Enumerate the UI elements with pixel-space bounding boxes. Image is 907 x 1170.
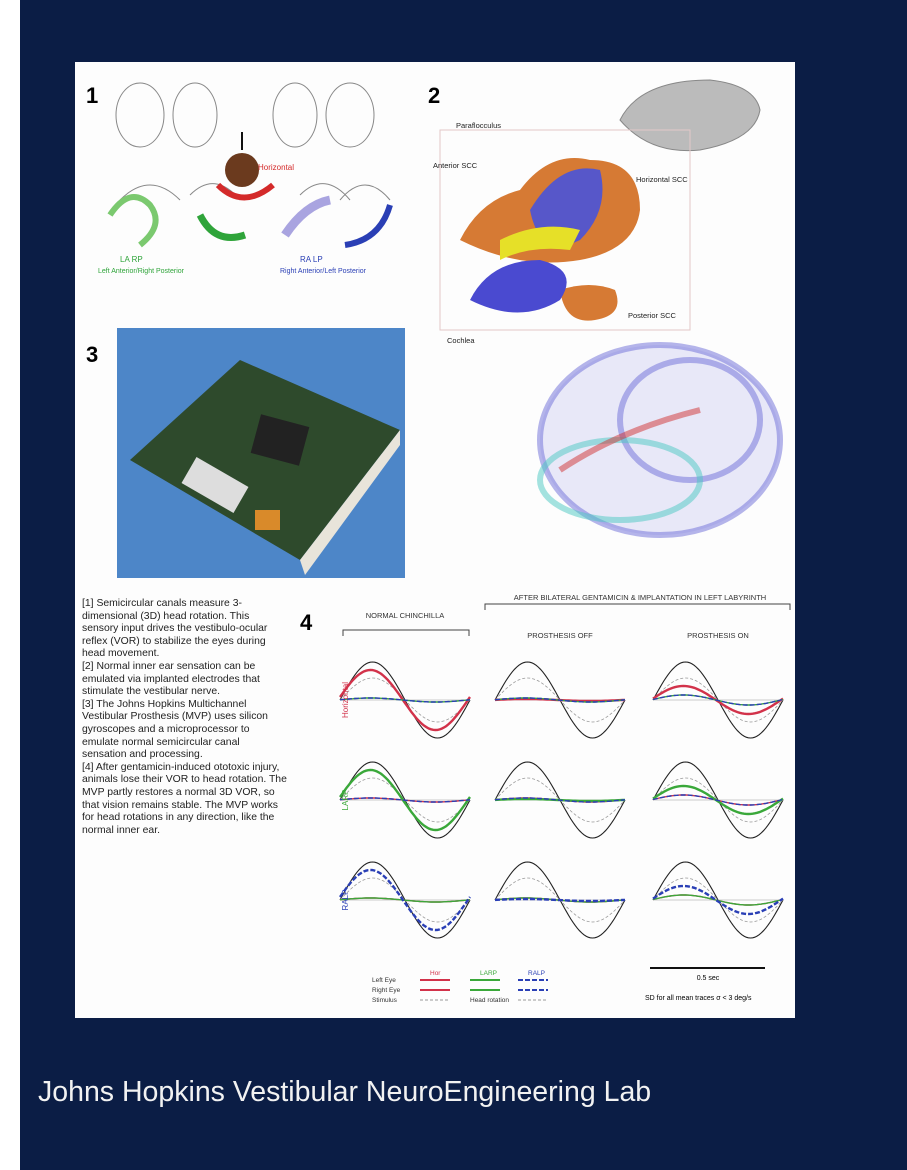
label: Horizontal SCC	[636, 175, 688, 184]
caption-paragraph: [3] The Johns Hopkins Multichannel Vesti…	[82, 699, 287, 762]
legend-label: LARP	[480, 970, 497, 977]
caption-paragraph: [2] Normal inner ear sensation can be em…	[82, 661, 287, 699]
panel-number: 2	[428, 83, 440, 108]
legend-label: Stimulus	[372, 997, 398, 1004]
panel-number: 3	[86, 342, 98, 367]
legend-label: Right Eye	[372, 987, 401, 994]
row-label: RALP	[341, 890, 350, 911]
label: LA RP	[120, 255, 143, 264]
mesh-model	[540, 345, 780, 535]
slide-title: Johns Hopkins Vestibular NeuroEngineerin…	[38, 1076, 651, 1109]
row-label: LARP	[341, 790, 350, 811]
sd-note: SD for all mean traces σ < 3 deg/s	[645, 995, 752, 1002]
legend-label: Hor	[430, 970, 441, 977]
row-label: Horizontal	[341, 682, 350, 718]
label: Horizontal	[258, 163, 294, 172]
label: Cochlea	[447, 336, 475, 345]
label: Left Anterior/Right Posterior	[98, 268, 185, 275]
panel-number: 1	[86, 83, 98, 108]
scale-label: 0.5 sec	[697, 975, 720, 982]
legend-label: RALP	[528, 970, 545, 977]
header: NORMAL CHINCHILLA	[366, 611, 445, 620]
label: Right Anterior/Left Posterior	[280, 268, 367, 275]
label: Paraflocculus	[456, 121, 501, 130]
component	[255, 510, 280, 530]
caption-paragraph: [4] After gentamicin-induced ototoxic in…	[82, 762, 287, 838]
header: PROSTHESIS ON	[687, 631, 749, 640]
legend-label: Left Eye	[372, 977, 396, 984]
label: Posterior SCC	[628, 311, 677, 320]
caption: [1] Semicircular canals measure 3-dimens…	[82, 598, 287, 837]
caption-paragraph: [1] Semicircular canals measure 3-dimens…	[82, 598, 287, 661]
head-icon	[225, 153, 259, 187]
label: RA LP	[300, 255, 323, 264]
page: {"figure":{ "panel1":{"number":"1","hori…	[0, 0, 907, 1170]
label: Anterior SCC	[433, 161, 478, 170]
header: AFTER BILATERAL GENTAMICIN & IMPLANTATIO…	[514, 593, 766, 602]
panel-number: 4	[300, 610, 313, 635]
figure: 1 Horizontal LA RP Left Anterior/Right P…	[0, 0, 907, 1170]
header: PROSTHESIS OFF	[527, 631, 593, 640]
legend-label: Head rotation	[470, 997, 509, 1004]
